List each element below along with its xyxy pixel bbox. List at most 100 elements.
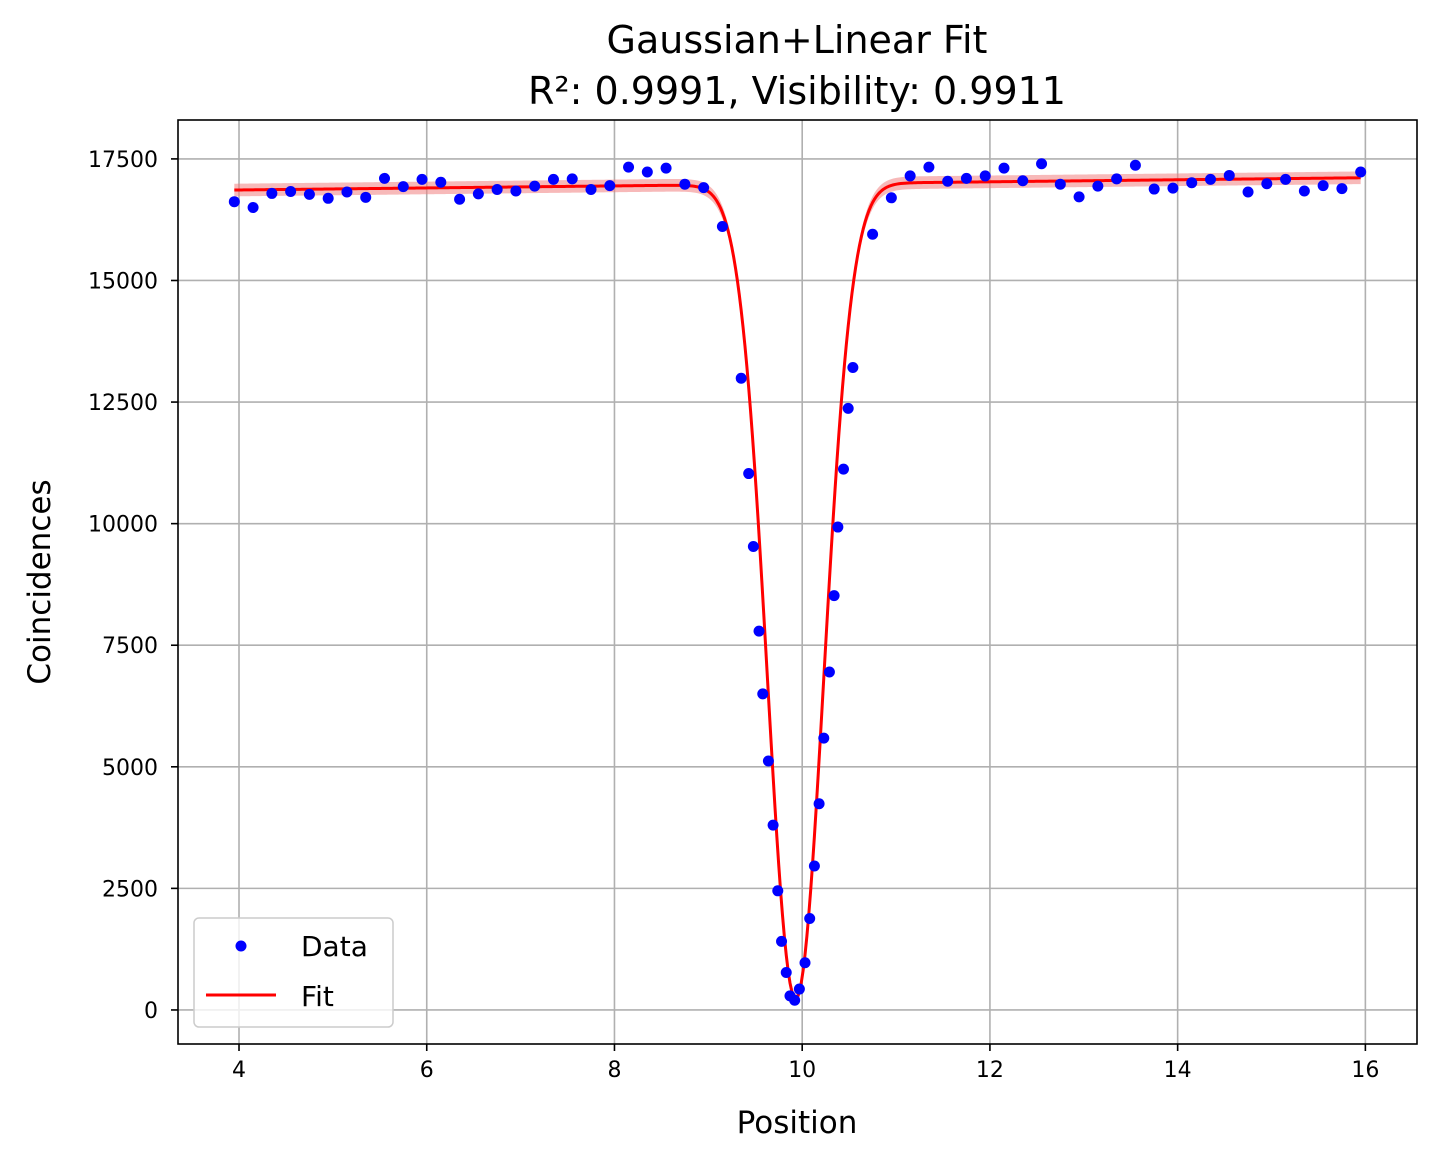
y-tick-label: 2500: [102, 877, 158, 902]
x-tick-label: 10: [788, 1058, 816, 1083]
data-point: [1242, 186, 1254, 198]
x-tick-label: 16: [1351, 1058, 1379, 1083]
data-point: [832, 521, 844, 533]
data-point: [604, 180, 616, 192]
data-point: [360, 191, 372, 203]
data-point: [753, 625, 765, 637]
data-point: [585, 184, 597, 196]
legend: Data Fit: [193, 917, 394, 1028]
data-point: [1129, 159, 1141, 171]
data-point: [1054, 178, 1066, 190]
data-point: [623, 161, 635, 173]
data-point: [435, 176, 447, 188]
chart-subtitle: R²: 0.9991, Visibility: 0.9911: [528, 69, 1066, 113]
x-tick-label: 12: [976, 1058, 1004, 1083]
x-axis: 4 6 8 10 12 14 16: [232, 1044, 1379, 1083]
data-point: [379, 172, 390, 184]
y-tick-label: 5000: [102, 756, 158, 781]
data-point: [1036, 158, 1048, 170]
x-axis-label: Position: [737, 1105, 858, 1141]
y-tick-label: 12500: [88, 391, 158, 416]
data-point: [1280, 173, 1292, 185]
data-point: [780, 967, 792, 979]
data-point: [1298, 185, 1310, 197]
y-axis-label: Coincidences: [22, 479, 58, 684]
data-point: [1186, 177, 1198, 189]
data-point: [808, 860, 820, 872]
data-point: [716, 221, 728, 232]
y-axis: 0 2500 5000 7500 10000 12500 15000 17500: [88, 148, 178, 1024]
legend-data-label: Data: [301, 930, 368, 963]
data-point: [789, 994, 801, 1006]
data-point: [757, 688, 769, 700]
x-tick-label: 4: [232, 1058, 246, 1083]
data-point: [823, 666, 835, 678]
data-point: [804, 913, 816, 925]
data-point: [772, 885, 784, 897]
data-point: [397, 181, 409, 193]
data-point: [1073, 191, 1085, 203]
y-tick-label: 7500: [102, 634, 158, 659]
data-point: [228, 196, 240, 208]
data-point: [1092, 180, 1104, 192]
data-point: [799, 957, 811, 969]
data-point: [510, 185, 522, 197]
data-point: [266, 187, 278, 199]
data-point: [341, 186, 353, 198]
x-tick-label: 6: [420, 1058, 434, 1083]
data-point: [679, 178, 691, 190]
data-point: [842, 402, 854, 414]
data-point: [491, 184, 503, 196]
x-tick-label: 14: [1164, 1058, 1192, 1083]
x-tick-label: 8: [607, 1058, 621, 1083]
data-series: [228, 158, 1367, 1006]
data-point: [998, 162, 1010, 174]
data-point: [818, 732, 830, 744]
data-point: [979, 170, 991, 182]
y-tick-label: 15000: [88, 269, 158, 294]
data-point: [813, 798, 825, 810]
data-point: [847, 362, 859, 374]
data-point: [1111, 173, 1123, 185]
data-point: [547, 173, 559, 185]
legend-data-marker: [235, 940, 247, 952]
data-point: [735, 372, 747, 384]
data-point: [660, 162, 672, 174]
data-point: [1148, 183, 1160, 195]
data-point: [828, 590, 840, 602]
data-point: [641, 166, 653, 178]
data-point: [767, 819, 779, 831]
data-point: [1205, 173, 1216, 185]
data-point: [322, 192, 334, 204]
data-point: [867, 228, 879, 240]
data-point: [247, 202, 259, 214]
legend-fit-label: Fit: [301, 980, 334, 1013]
data-point: [960, 172, 972, 184]
data-point: [1336, 183, 1348, 195]
data-point: [472, 188, 484, 200]
data-point: [904, 170, 916, 182]
y-tick-label: 10000: [88, 513, 158, 538]
data-point: [885, 192, 897, 204]
data-point: [1355, 166, 1367, 178]
chart-title: Gaussian+Linear Fit: [607, 18, 988, 62]
data-point: [837, 463, 849, 475]
data-point: [1017, 175, 1029, 187]
data-point: [793, 983, 805, 995]
y-tick-label: 17500: [88, 148, 158, 173]
data-point: [743, 468, 755, 480]
data-point: [942, 175, 954, 187]
data-point: [1167, 182, 1179, 194]
data-point: [285, 185, 297, 197]
data-point: [776, 935, 788, 947]
data-point: [762, 755, 774, 767]
data-point: [923, 161, 935, 173]
data-point: [454, 193, 466, 205]
data-point: [416, 173, 428, 185]
data-point: [1261, 178, 1273, 190]
y-tick-label: 0: [144, 999, 158, 1024]
data-point: [698, 182, 710, 194]
plot-frame: [177, 119, 1418, 1045]
data-point: [1223, 169, 1235, 181]
